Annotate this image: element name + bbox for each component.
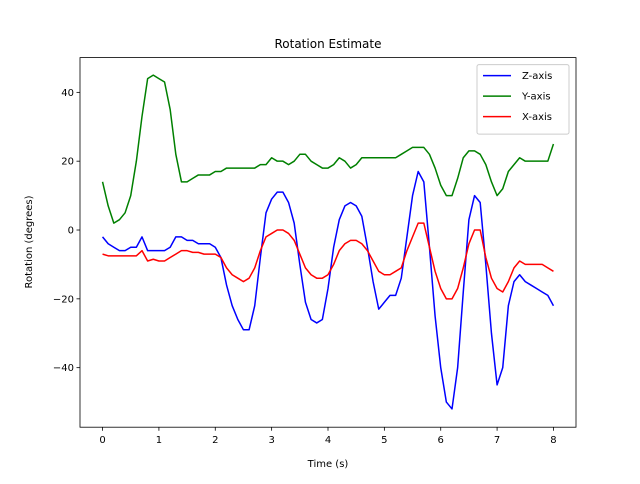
y-tick-label: 0 <box>68 226 74 237</box>
x-tick-label: 7 <box>494 435 500 446</box>
x-tick-label: 1 <box>156 435 162 446</box>
x-axis-label: Time (s) <box>307 459 349 470</box>
y-tick-label: −40 <box>53 363 74 374</box>
y-axis-label: Rotation (degrees) <box>24 195 35 288</box>
y-tick-label: 20 <box>61 157 74 168</box>
x-tick-label: 5 <box>381 435 387 446</box>
legend-label: Z-axis <box>522 71 552 82</box>
y-tick-label: 40 <box>61 88 74 99</box>
x-tick-label: 8 <box>550 435 556 446</box>
chart-title: Rotation Estimate <box>274 37 381 51</box>
legend-label: X-axis <box>522 112 552 123</box>
x-tick-label: 2 <box>212 435 218 446</box>
x-tick-label: 3 <box>268 435 274 446</box>
series-line <box>102 222 554 300</box>
x-tick-label: 4 <box>325 435 331 446</box>
y-tick-label: −20 <box>53 294 74 305</box>
series-line <box>101 74 555 224</box>
series-line <box>101 170 555 410</box>
x-tick-label: 0 <box>99 435 105 446</box>
x-tick-label: 6 <box>438 435 444 446</box>
plot-frame <box>79 57 577 428</box>
legend-label: Y-axis <box>521 92 551 103</box>
